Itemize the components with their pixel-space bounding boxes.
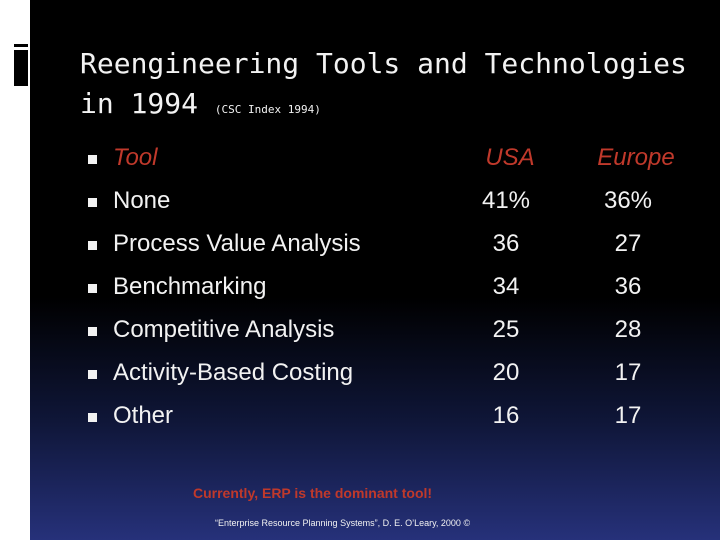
table-row: Activity-Based Costing 20 17 xyxy=(0,355,720,398)
title-line-2: in 1994 xyxy=(80,87,199,120)
slide-title: Reengineering Tools and Technologies in … xyxy=(80,44,687,130)
table-row: None 41% 36% xyxy=(0,183,720,226)
header-usa: USA xyxy=(485,144,535,171)
source-citation: “Enterprise Resource Planning Systems”, … xyxy=(215,518,471,528)
tools-table: Tool USA Europe None 41% 36% Process Val… xyxy=(0,140,720,441)
usa-value: 41% xyxy=(481,187,531,214)
tool-name: Activity-Based Costing xyxy=(113,359,354,386)
square-bullet-icon xyxy=(88,413,97,422)
tool-name: Process Value Analysis xyxy=(113,230,361,257)
europe-value: 36% xyxy=(603,187,653,214)
erp-note: Currently, ERP is the dominant tool! xyxy=(193,485,433,501)
table-row: Other 16 17 xyxy=(0,398,720,441)
europe-value: 27 xyxy=(614,230,642,257)
table-header-row: Tool USA Europe xyxy=(0,140,720,183)
square-bullet-icon xyxy=(88,155,97,164)
europe-value: 36 xyxy=(614,273,642,300)
europe-value: 17 xyxy=(614,402,642,429)
slide-left-border xyxy=(0,0,30,540)
usa-value: 25 xyxy=(492,316,520,343)
square-bullet-icon xyxy=(88,327,97,336)
usa-value: 34 xyxy=(492,273,520,300)
tool-name: Competitive Analysis xyxy=(113,316,335,343)
slide-panel xyxy=(30,0,720,540)
table-row: Benchmarking 34 36 xyxy=(0,269,720,312)
europe-value: 17 xyxy=(614,359,642,386)
table-row: Competitive Analysis 25 28 xyxy=(0,312,720,355)
header-tool: Tool xyxy=(113,144,158,171)
square-bullet-icon xyxy=(88,370,97,379)
title-accent-bar xyxy=(14,50,28,86)
tool-name: None xyxy=(113,187,171,214)
title-line-1: Reengineering Tools and Technologies xyxy=(80,47,687,80)
usa-value: 16 xyxy=(492,402,520,429)
title-source: (CSC Index 1994) xyxy=(214,103,321,116)
square-bullet-icon xyxy=(88,241,97,250)
square-bullet-icon xyxy=(88,198,97,207)
tool-name: Other xyxy=(113,402,174,429)
usa-value: 36 xyxy=(492,230,520,257)
title-accent-line xyxy=(14,44,28,47)
tool-name: Benchmarking xyxy=(113,273,267,300)
table-row: Process Value Analysis 36 27 xyxy=(0,226,720,269)
header-europe: Europe xyxy=(597,144,675,171)
usa-value: 20 xyxy=(492,359,520,386)
square-bullet-icon xyxy=(88,284,97,293)
europe-value: 28 xyxy=(614,316,642,343)
